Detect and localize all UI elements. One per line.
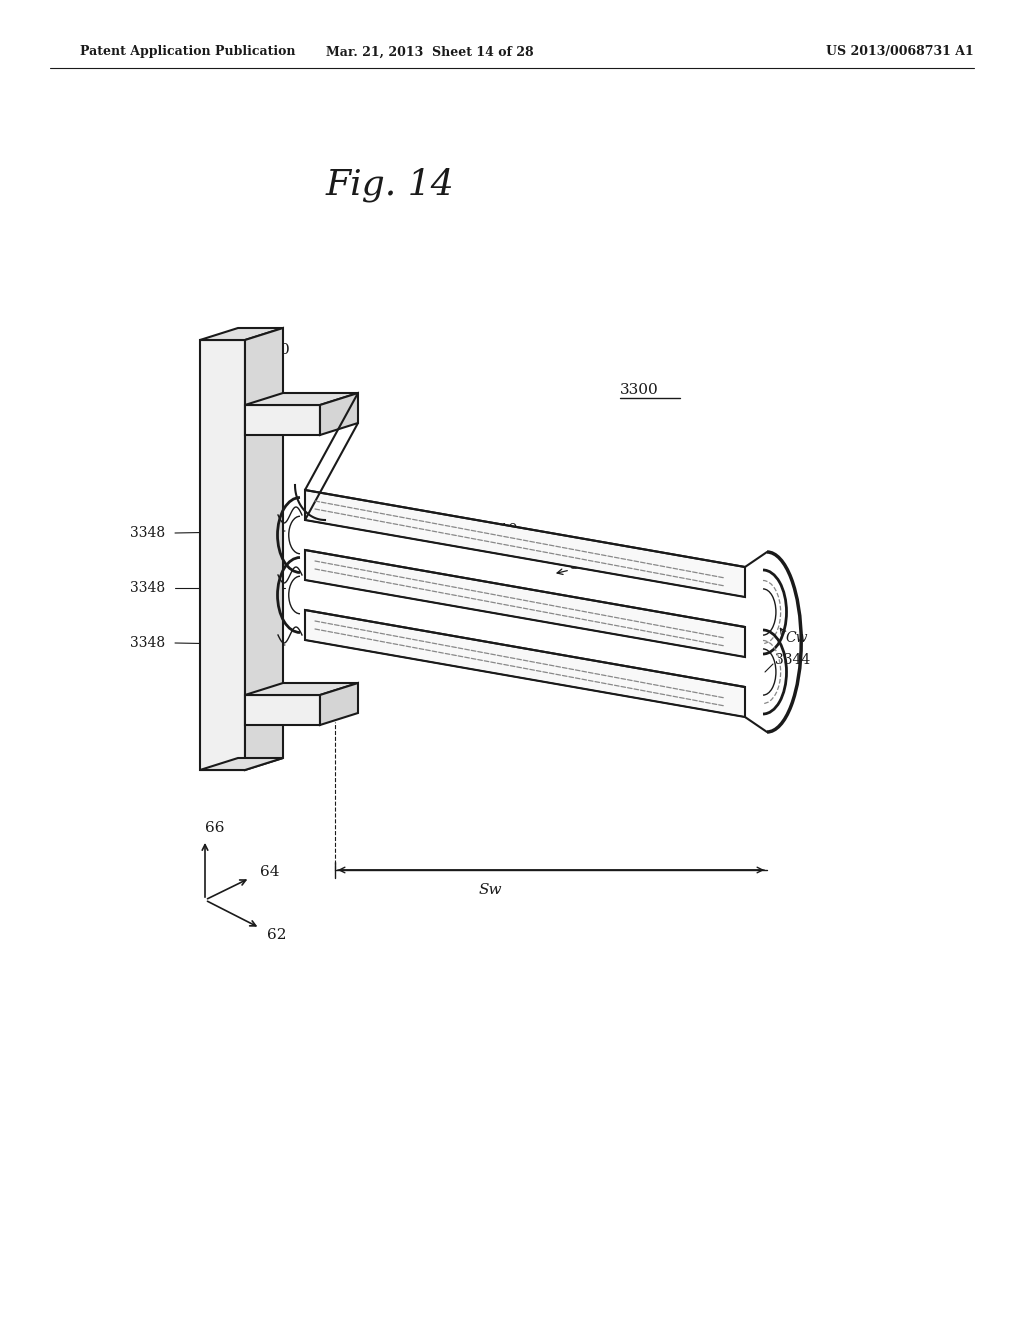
- Polygon shape: [305, 550, 745, 657]
- Polygon shape: [305, 610, 745, 717]
- Polygon shape: [245, 405, 319, 436]
- Polygon shape: [245, 327, 283, 770]
- Text: Cw: Cw: [785, 631, 808, 645]
- Text: Sw: Sw: [478, 883, 502, 898]
- Polygon shape: [245, 682, 358, 696]
- Polygon shape: [245, 393, 358, 405]
- Polygon shape: [319, 393, 358, 436]
- Text: 3348: 3348: [130, 525, 165, 540]
- Text: Patent Application Publication: Patent Application Publication: [80, 45, 296, 58]
- Text: Fig. 14: Fig. 14: [326, 168, 455, 202]
- Text: Mar. 21, 2013  Sheet 14 of 28: Mar. 21, 2013 Sheet 14 of 28: [327, 45, 534, 58]
- Text: 3300: 3300: [620, 383, 658, 397]
- Text: 3342: 3342: [570, 558, 608, 572]
- Polygon shape: [305, 490, 745, 597]
- Polygon shape: [200, 341, 245, 770]
- Text: 66: 66: [205, 821, 224, 836]
- Text: 3320: 3320: [252, 343, 291, 356]
- Polygon shape: [200, 758, 283, 770]
- Text: 62: 62: [267, 928, 287, 942]
- Text: 3348: 3348: [130, 636, 165, 649]
- Text: US 2013/0068731 A1: US 2013/0068731 A1: [826, 45, 974, 58]
- Text: 64: 64: [260, 865, 280, 879]
- Text: 3344: 3344: [775, 653, 810, 667]
- Polygon shape: [319, 682, 358, 725]
- Text: 3340: 3340: [480, 523, 519, 537]
- Polygon shape: [200, 327, 283, 341]
- Text: 3348: 3348: [130, 581, 165, 595]
- Polygon shape: [245, 696, 319, 725]
